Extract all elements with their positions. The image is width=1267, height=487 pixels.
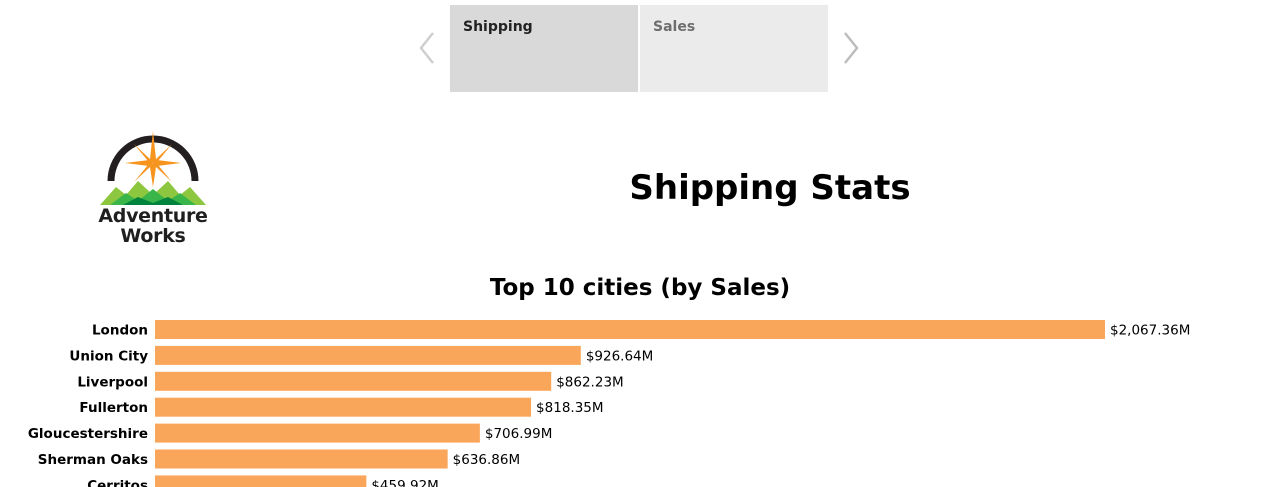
data-label: $862.23M (556, 374, 623, 390)
bar[interactable] (155, 320, 1105, 339)
category-label: Sherman Oaks (38, 452, 148, 468)
bar[interactable] (155, 371, 552, 391)
story-navigator: Shipping Sales (415, 0, 865, 95)
chart-title: Top 10 cities (by Sales) (489, 275, 791, 301)
logo-text-line1: Adventure (98, 205, 208, 227)
category-label: Fullerton (79, 400, 148, 416)
category-label: Liverpool (77, 374, 148, 390)
data-label: $636.86M (453, 452, 520, 468)
bar[interactable] (155, 397, 532, 417)
previous-icon[interactable] (415, 30, 441, 66)
data-label: $926.64M (586, 348, 653, 364)
tab-sales-label: Sales (653, 19, 696, 35)
tab-shipping-label: Shipping (463, 19, 533, 35)
data-label: $706.99M (485, 426, 552, 442)
data-label: $459.92M (371, 478, 438, 487)
top-cities-bar-chart: London $2,067.36M Union City $926.64M Liverp… (28, 320, 1190, 487)
next-icon[interactable] (837, 30, 863, 66)
category-label: Gloucestershire (28, 426, 148, 442)
category-label: London (92, 323, 148, 339)
bar[interactable] (155, 475, 367, 487)
data-label: $2,067.36M (1110, 323, 1190, 339)
bar[interactable] (155, 449, 448, 469)
logo-emblem (100, 131, 206, 205)
data-label: $818.35M (536, 400, 603, 416)
tab-sales[interactable]: Sales (640, 5, 828, 92)
logo-text-line2: Works (120, 225, 186, 247)
tab-shipping[interactable]: Shipping (450, 5, 638, 92)
bar[interactable] (155, 423, 480, 443)
bar[interactable] (155, 345, 581, 365)
category-label: Union City (69, 348, 148, 364)
adventure-works-logo: Adventure Works (88, 125, 218, 250)
dashboard-title: Shipping Stats (629, 168, 911, 208)
category-label: Cerritos (87, 478, 148, 487)
